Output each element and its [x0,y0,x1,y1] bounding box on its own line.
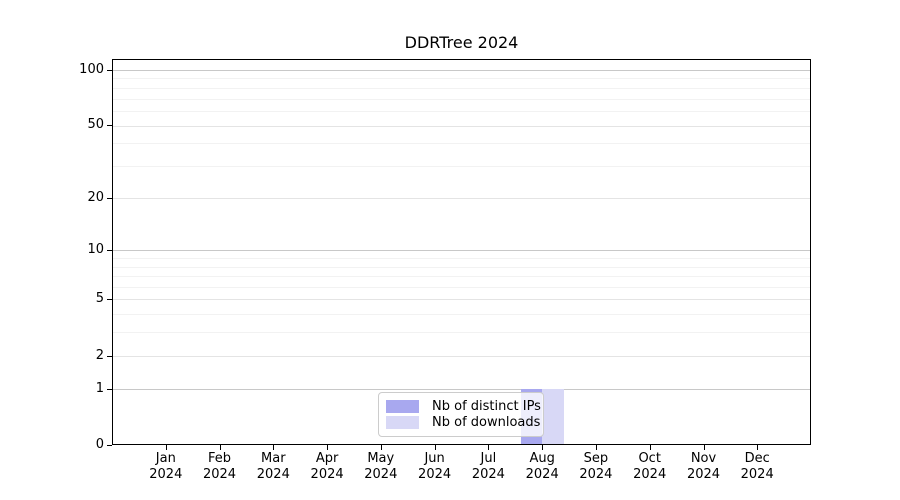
legend-swatch-distinct-ips [386,400,419,413]
x-tick-label: Jun 2024 [418,451,452,482]
x-axis-tick [327,445,329,450]
x-tick-label: Apr 2024 [310,451,344,482]
x-axis-tick [488,445,490,450]
y-axis-tick [107,250,112,251]
y-tick-label: 0 [95,437,104,452]
y-tick-label: 1 [95,380,104,396]
y-axis-tick [107,70,112,71]
y-tick-label: 10 [87,242,104,258]
x-tick-label: Feb 2024 [202,451,237,482]
x-tick-label: Sep 2024 [579,451,613,482]
x-tick-label: May 2024 [364,451,398,482]
legend: Nb of distinct IPs Nb of downloads [378,392,544,437]
y-tick-label: 2 [95,347,104,363]
x-tick-label: Nov 2024 [686,451,721,482]
gridline-minor [113,143,810,145]
chart-title: DDRTree 2024 [404,33,519,52]
gridline-minor [113,266,810,268]
gridline-minor [113,87,810,89]
x-tick-label: Dec 2024 [740,451,774,482]
y-tick-label: 20 [87,189,104,205]
x-axis-tick [434,445,436,450]
plot-frame [112,59,811,445]
x-axis-tick [757,445,759,450]
gridline-mid [113,125,810,127]
y-axis-tick [107,356,112,357]
gridline-minor [113,98,810,100]
gridline-mid [113,197,810,199]
gridline-minor [113,78,810,80]
x-tick-label: Oct 2024 [633,451,667,482]
gridline-decade [113,388,810,390]
gridline-minor [113,166,810,167]
legend-item-distinct-ips: Nb of distinct IPs [386,399,541,414]
y-tick-label: 50 [87,117,104,133]
legend-label-downloads: Nb of downloads [432,415,541,430]
x-axis-tick [273,445,275,450]
gridline-minor [113,257,810,259]
gridline-minor [113,332,810,334]
y-tick-label: 5 [95,291,104,307]
x-axis-tick [542,445,544,450]
gridline-minor [113,314,810,316]
legend-item-downloads: Nb of downloads [386,415,540,430]
x-axis-tick [165,445,167,450]
x-tick-label: Jul 2024 [471,451,505,482]
x-axis-tick [380,445,382,450]
y-axis-tick [107,198,112,199]
legend-swatch-downloads [386,416,419,429]
x-axis-tick [219,445,221,450]
x-axis-tick [649,445,651,450]
gridline-mid [113,355,810,357]
y-axis-tick [107,445,112,446]
x-tick-label: Jan 2024 [149,451,183,482]
gridline-minor [113,276,810,277]
x-tick-label: Mar 2024 [256,451,290,482]
y-axis-tick [107,125,112,126]
x-axis-tick [595,445,597,450]
gridline-minor [113,110,810,112]
gridline-decade [113,70,810,71]
y-axis-tick [107,299,112,300]
x-axis-tick [703,445,705,450]
y-axis-tick [107,389,112,390]
gridline-decade [113,250,810,252]
bar-downloads [542,388,564,445]
gridline-minor [113,286,810,288]
x-tick-label: Aug 2024 [525,451,559,482]
gridline-mid [113,299,810,301]
legend-label-distinct-ips: Nb of distinct IPs [432,399,541,414]
y-tick-label: 100 [79,61,104,77]
